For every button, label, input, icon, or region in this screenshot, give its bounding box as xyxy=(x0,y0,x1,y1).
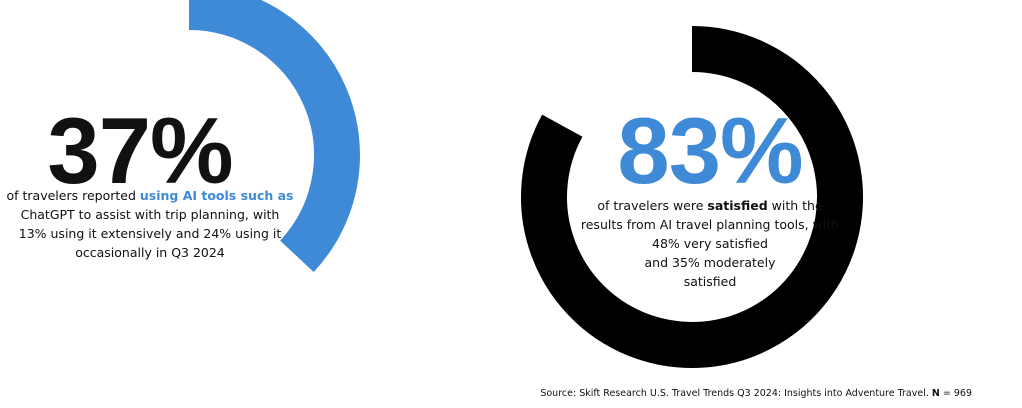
satisfaction-desc-line1-post: with the xyxy=(767,198,823,213)
ai-usage-desc-line2: ChatGPT to assist with trip planning, wi… xyxy=(20,207,280,222)
source-n-value: = 969 xyxy=(939,388,972,399)
source-n-label: N xyxy=(931,388,940,399)
satisfaction-desc-line1-pre: of travelers were xyxy=(597,198,708,213)
source-note: Source: Skift Research U.S. Travel Trend… xyxy=(540,388,972,399)
ai-usage-desc-line1-pre: of travelers reported xyxy=(6,188,140,203)
satisfaction-desc-line5: satisfied xyxy=(683,274,737,289)
satisfaction-desc-line2: results from AI travel planning tools, w… xyxy=(580,217,840,232)
satisfaction-desc-line4: and 35% moderately xyxy=(644,255,776,270)
satisfaction-desc-line3: 48% very satisfied xyxy=(652,236,768,251)
source-text: Source: Skift Research U.S. Travel Trend… xyxy=(540,388,932,399)
headline-percent-ai-usage: 37% xyxy=(47,98,233,203)
ai-usage-desc-line4: occasionally in Q3 2024 xyxy=(75,245,225,260)
donut-arc-travelers-satisfied xyxy=(521,26,863,368)
donut-arc-travelers-using-ai xyxy=(188,0,360,273)
satisfaction-desc-highlight: satisfied xyxy=(707,198,768,213)
ai-usage-desc-line3: 13% using it extensively and 24% using i… xyxy=(18,226,282,241)
ai-usage-description: of travelers reported using AI tools suc… xyxy=(0,186,300,262)
satisfaction-description: of travelers were satisfied with the res… xyxy=(560,196,860,291)
headline-percent-satisfied: 83% xyxy=(617,98,803,203)
ai-usage-desc-highlight: using AI tools such as xyxy=(139,188,294,203)
